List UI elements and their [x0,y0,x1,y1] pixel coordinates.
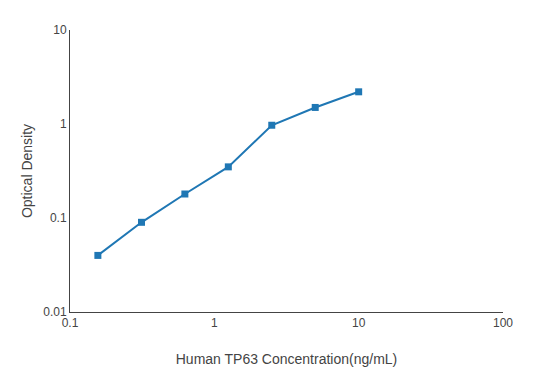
svg-text:Human TP63 Concentration(ng/mL: Human TP63 Concentration(ng/mL) [176,351,398,367]
svg-text:1: 1 [60,117,67,131]
svg-text:10: 10 [53,23,67,37]
svg-text:0.1: 0.1 [50,211,67,225]
svg-text:Optical Density: Optical Density [19,124,35,218]
svg-text:100: 100 [493,316,513,330]
svg-text:1: 1 [211,316,218,330]
svg-text:0.1: 0.1 [62,316,79,330]
svg-text:10: 10 [352,316,366,330]
svg-text:0.01: 0.01 [43,305,67,319]
